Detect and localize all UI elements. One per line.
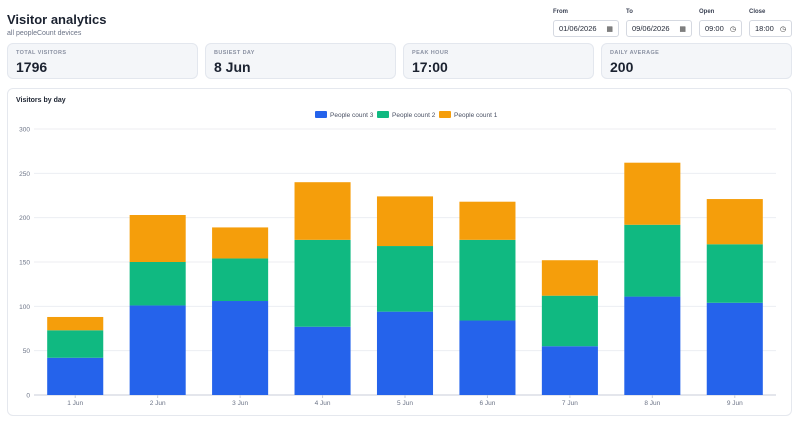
- bar-segment: [376, 196, 434, 247]
- bar-segment: [624, 224, 681, 297]
- bar-segment: [706, 302, 763, 395]
- chart-title: Visitors by day: [16, 97, 66, 104]
- legend-swatch: [377, 111, 389, 118]
- bar-segment: [294, 182, 351, 240]
- bar-segment: [294, 326, 351, 395]
- total-visitors-card: TOTAL VISITORS 1796: [7, 43, 198, 79]
- card-value: 8 Jun: [214, 59, 251, 75]
- close-label: Close: [749, 9, 766, 15]
- open-filter: Open 09:00 ◷: [699, 9, 742, 37]
- card-label: DAILY AVERAGE: [610, 50, 660, 56]
- bar-segment: [624, 162, 681, 225]
- y-tick-label: 150: [19, 260, 30, 267]
- x-tick-label: 2 Jun: [150, 400, 166, 407]
- card-value: 1796: [16, 59, 48, 75]
- y-tick-label: 100: [19, 304, 30, 311]
- bar-segment: [706, 244, 763, 303]
- card-value: 17:00: [412, 59, 448, 75]
- bar-segment: [706, 199, 763, 245]
- y-tick-label: 0: [26, 393, 30, 400]
- y-tick-label: 50: [23, 348, 31, 355]
- x-tick-label: 7 Jun: [562, 400, 578, 407]
- legend-label: People count 2: [392, 112, 436, 119]
- legend-swatch: [315, 111, 327, 118]
- visitors-chart-panel: Visitors by day 0 50 100 150 200 250 300 People…: [7, 88, 792, 416]
- bar-segment: [459, 201, 516, 240]
- bar-segment: [129, 215, 186, 262]
- open-label: Open: [699, 9, 715, 15]
- stat-cards: TOTAL VISITORS 1796 BUSIEST DAY 8 Jun PE…: [7, 43, 792, 79]
- bar-segment: [212, 227, 269, 259]
- card-label: BUSIEST DAY: [214, 50, 255, 56]
- bar-segment: [541, 295, 598, 347]
- page-title: Visitor analytics: [7, 12, 107, 27]
- legend-label: People count 3: [330, 112, 374, 119]
- bar-segment: [376, 246, 434, 312]
- clock-icon[interactable]: ◷: [729, 25, 736, 33]
- x-tick-label: 8 Jun: [644, 400, 660, 407]
- y-tick-label: 200: [19, 215, 30, 222]
- bar-segment: [212, 258, 269, 302]
- bar-segment: [541, 346, 598, 395]
- to-date-input[interactable]: 09/06/2026 ▦: [626, 20, 692, 37]
- bar-segment: [129, 305, 186, 395]
- daily-average-card: DAILY AVERAGE 200: [601, 43, 792, 79]
- calendar-icon[interactable]: ▦: [679, 25, 686, 33]
- page-subtitle: all peopleCount devices: [7, 30, 82, 37]
- bar-segment: [47, 316, 104, 331]
- bar-segment: [212, 301, 269, 395]
- from-date-value: 01/06/2026: [559, 24, 597, 33]
- x-tick-label: 3 Jun: [232, 400, 248, 407]
- bar-segment: [459, 239, 516, 321]
- peak-hour-card: PEAK HOUR 17:00: [403, 43, 594, 79]
- y-tick-label: 250: [19, 171, 30, 178]
- bar-segment: [459, 320, 516, 395]
- bar-segment: [624, 296, 681, 395]
- to-filter: To 09/06/2026 ▦: [626, 9, 692, 37]
- bar-segment: [129, 262, 186, 306]
- x-tick-label: 6 Jun: [479, 400, 495, 407]
- close-time-value: 18:00: [755, 24, 774, 33]
- legend-label: People count 1: [454, 112, 498, 119]
- page-header: Visitor analytics all peopleCount device…: [7, 12, 106, 37]
- bar-segment: [47, 330, 104, 358]
- card-label: TOTAL VISITORS: [16, 50, 67, 56]
- from-filter: From 01/06/2026 ▦: [553, 9, 619, 37]
- card-label: PEAK HOUR: [412, 50, 449, 56]
- x-tick-label: 4 Jun: [315, 400, 331, 407]
- calendar-icon[interactable]: ▦: [606, 25, 613, 33]
- from-label: From: [553, 9, 568, 15]
- to-date-value: 09/06/2026: [632, 24, 670, 33]
- close-time-input[interactable]: 18:00 ◷: [749, 20, 792, 37]
- x-tick-label: 1 Jun: [67, 400, 83, 407]
- open-time-value: 09:00: [705, 24, 724, 33]
- visitors-by-day-chart: 0 50 100 150 200 250 300 People count 3 People c…: [19, 111, 776, 407]
- x-tick-label: 9 Jun: [727, 400, 743, 407]
- bar-segment: [294, 239, 351, 327]
- card-value: 200: [610, 59, 634, 75]
- y-tick-label: 300: [19, 127, 30, 134]
- clock-icon[interactable]: ◷: [779, 25, 786, 33]
- filter-bar: From 01/06/2026 ▦ To 09/06/2026 ▦ Open 0…: [553, 9, 792, 37]
- x-tick-label: 5 Jun: [397, 400, 413, 407]
- busiest-day-card: BUSIEST DAY 8 Jun: [205, 43, 396, 79]
- bar-segment: [376, 311, 434, 395]
- close-filter: Close 18:00 ◷: [749, 9, 792, 37]
- from-date-input[interactable]: 01/06/2026 ▦: [553, 20, 619, 37]
- to-label: To: [626, 9, 633, 15]
- open-time-input[interactable]: 09:00 ◷: [699, 20, 742, 37]
- bar-segment: [541, 260, 598, 296]
- bar-segment: [47, 357, 104, 395]
- legend-swatch: [439, 111, 451, 118]
